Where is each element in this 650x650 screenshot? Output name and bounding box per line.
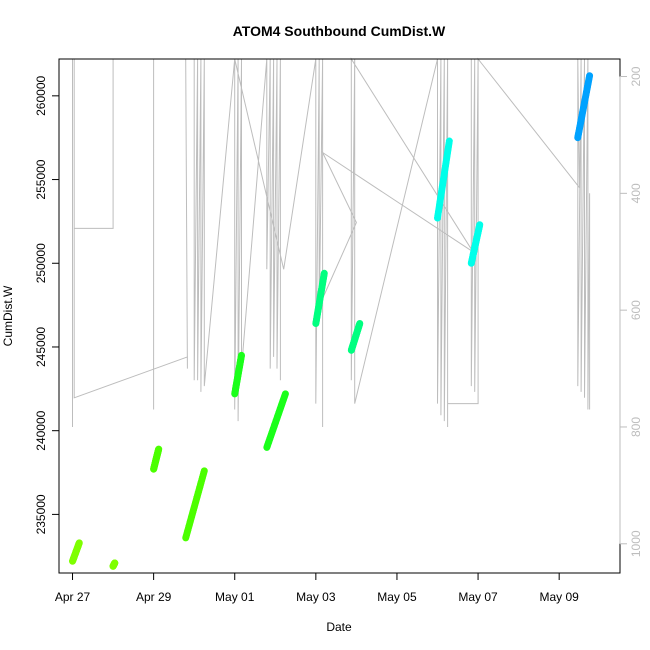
y-tick-label: 255000 [34,159,48,199]
x-tick-label: Apr 29 [136,590,172,604]
y-right-tick-label: 400 [629,183,643,203]
x-axis: Apr 27 Apr 29 May 01 May 03 May 05 May 07 May … [55,572,579,604]
x-tick-label: May 05 [377,590,417,604]
data-point [75,539,83,547]
y-tick-label: 250000 [34,243,48,283]
data-point [356,320,364,328]
x-tick-label: May 09 [539,590,579,604]
y-tick-label: 260000 [34,75,48,115]
data-point [111,559,119,567]
x-tick-label: Apr 27 [55,590,91,604]
y-tick-label: 245000 [34,327,48,367]
background-trace-line [72,57,591,427]
y-tick-label: 240000 [34,410,48,450]
plot-frame [58,58,621,574]
chart-title: ATOM4 Southbound CumDist.W [233,23,446,39]
data-point [281,390,289,398]
data-point [320,269,328,277]
y-tick-label: 235000 [34,494,48,534]
background-trace [72,57,591,427]
data-point [155,445,163,453]
data-point [200,467,208,475]
x-tick-label: May 07 [458,590,498,604]
y-axis-label: CumDist.W [1,285,15,346]
y-right-tick-label: 1000 [629,530,643,557]
x-tick-label: May 01 [215,590,255,604]
data-point [476,221,484,229]
x-tick-label: May 03 [296,590,336,604]
y-right-tick-label: 200 [629,66,643,86]
data-points [69,72,594,570]
data-point [237,351,245,359]
data-point [445,137,453,145]
data-point [586,72,594,80]
y-axis-right: 200 400 600 800 1000 [619,66,643,557]
y-right-tick-label: 600 [629,300,643,320]
x-axis-label: Date [326,620,352,634]
y-right-tick-label: 800 [629,417,643,437]
y-axis-left: 235000 240000 245000 250000 255000 260000 [34,75,60,534]
